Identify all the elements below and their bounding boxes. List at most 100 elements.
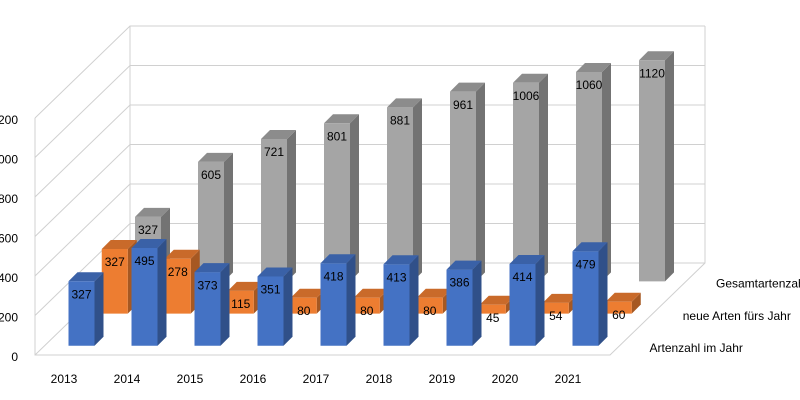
series-label: Artenzahl im Jahr — [650, 341, 743, 355]
bar-face — [353, 297, 380, 314]
data-label: 881 — [390, 114, 410, 128]
bar-face — [513, 73, 548, 83]
x-tick-label: 2021 — [555, 372, 582, 386]
bar — [446, 260, 482, 346]
bar-face — [576, 63, 611, 73]
bar-face — [598, 242, 608, 346]
bar-face — [261, 130, 296, 140]
bar-face — [639, 51, 674, 61]
bar-face — [287, 130, 296, 282]
bar-face — [68, 272, 104, 282]
bar-face — [472, 260, 482, 346]
bar-face — [605, 301, 632, 314]
series-label: Gesamtartenzahl — [716, 277, 800, 291]
bar-face — [164, 258, 191, 314]
y-tick-label: 200 — [0, 311, 18, 325]
bar-face — [131, 248, 158, 346]
bar-face — [446, 269, 473, 346]
bar-face — [94, 272, 104, 346]
bar-face — [509, 255, 545, 265]
bar-face — [479, 295, 515, 305]
bar — [320, 254, 356, 346]
bar-face — [535, 255, 545, 346]
bar — [68, 272, 104, 346]
data-label: 54 — [549, 309, 563, 323]
bar — [194, 263, 230, 346]
bar-face — [416, 297, 443, 314]
data-label: 278 — [168, 265, 188, 279]
bar-face — [479, 304, 506, 314]
bar — [198, 152, 233, 282]
y-tick-label: 0 — [11, 350, 18, 364]
bar-face — [542, 302, 569, 314]
bar-face — [513, 82, 539, 282]
data-label: 801 — [327, 129, 347, 143]
bar-face — [194, 272, 221, 346]
bar-face — [346, 254, 356, 346]
x-tick-label: 2015 — [177, 372, 204, 386]
bar-face — [68, 281, 95, 346]
data-label: 351 — [260, 283, 280, 297]
data-label: 418 — [323, 269, 343, 283]
bar-face — [509, 264, 536, 346]
bar-face — [101, 240, 137, 250]
bar-face — [164, 249, 200, 259]
x-tick-label: 2013 — [51, 372, 78, 386]
bar — [509, 255, 545, 346]
y-tick-label: 1200 — [0, 113, 18, 127]
bar-face — [605, 292, 641, 302]
wall-edge — [34, 26, 706, 356]
bar-face — [101, 249, 128, 314]
data-label: 327 — [105, 255, 125, 269]
bar — [387, 98, 422, 282]
bar-face — [224, 152, 233, 282]
x-tick-label: 2016 — [240, 372, 267, 386]
bar — [572, 242, 608, 346]
bar — [576, 63, 611, 282]
bar-face — [257, 267, 293, 277]
bar — [257, 267, 293, 346]
data-label: 80 — [297, 304, 311, 318]
data-label: 479 — [575, 257, 595, 271]
bar-face — [409, 255, 419, 346]
bar-face — [324, 114, 359, 124]
bar-face — [576, 72, 602, 282]
bar-face — [350, 114, 359, 282]
bar-face — [290, 288, 326, 298]
data-label: 386 — [449, 276, 469, 290]
bar — [383, 255, 419, 346]
bar-face — [320, 263, 347, 346]
data-label: 45 — [486, 311, 500, 325]
bar-face — [665, 51, 674, 282]
data-label: 1120 — [639, 66, 665, 80]
y-tick-label: 800 — [0, 192, 18, 206]
data-label: 961 — [453, 98, 473, 112]
data-label: 115 — [231, 297, 250, 311]
bar-face — [227, 281, 263, 291]
x-tick-label: 2014 — [114, 372, 141, 386]
data-label: 495 — [134, 254, 154, 268]
bar — [131, 239, 167, 346]
bar — [261, 130, 296, 282]
bar-face — [227, 290, 254, 314]
bar-face — [131, 239, 167, 249]
bar — [639, 51, 674, 282]
bar — [324, 114, 359, 282]
data-label: 327 — [71, 287, 91, 301]
bar — [605, 292, 641, 314]
x-tick-label: 2020 — [492, 372, 519, 386]
bar-face — [135, 207, 170, 217]
x-tick-label: 2018 — [366, 372, 393, 386]
bar-face — [602, 63, 611, 282]
bar-face — [261, 139, 287, 282]
bar-face — [631, 292, 641, 314]
bar-face — [283, 267, 293, 346]
data-label: 60 — [612, 308, 626, 322]
bar-face — [639, 60, 665, 282]
data-label: 1060 — [576, 78, 603, 92]
bar-face — [290, 297, 317, 314]
bar-face — [539, 73, 548, 282]
bar-face — [416, 288, 452, 298]
bar-face — [353, 288, 389, 298]
